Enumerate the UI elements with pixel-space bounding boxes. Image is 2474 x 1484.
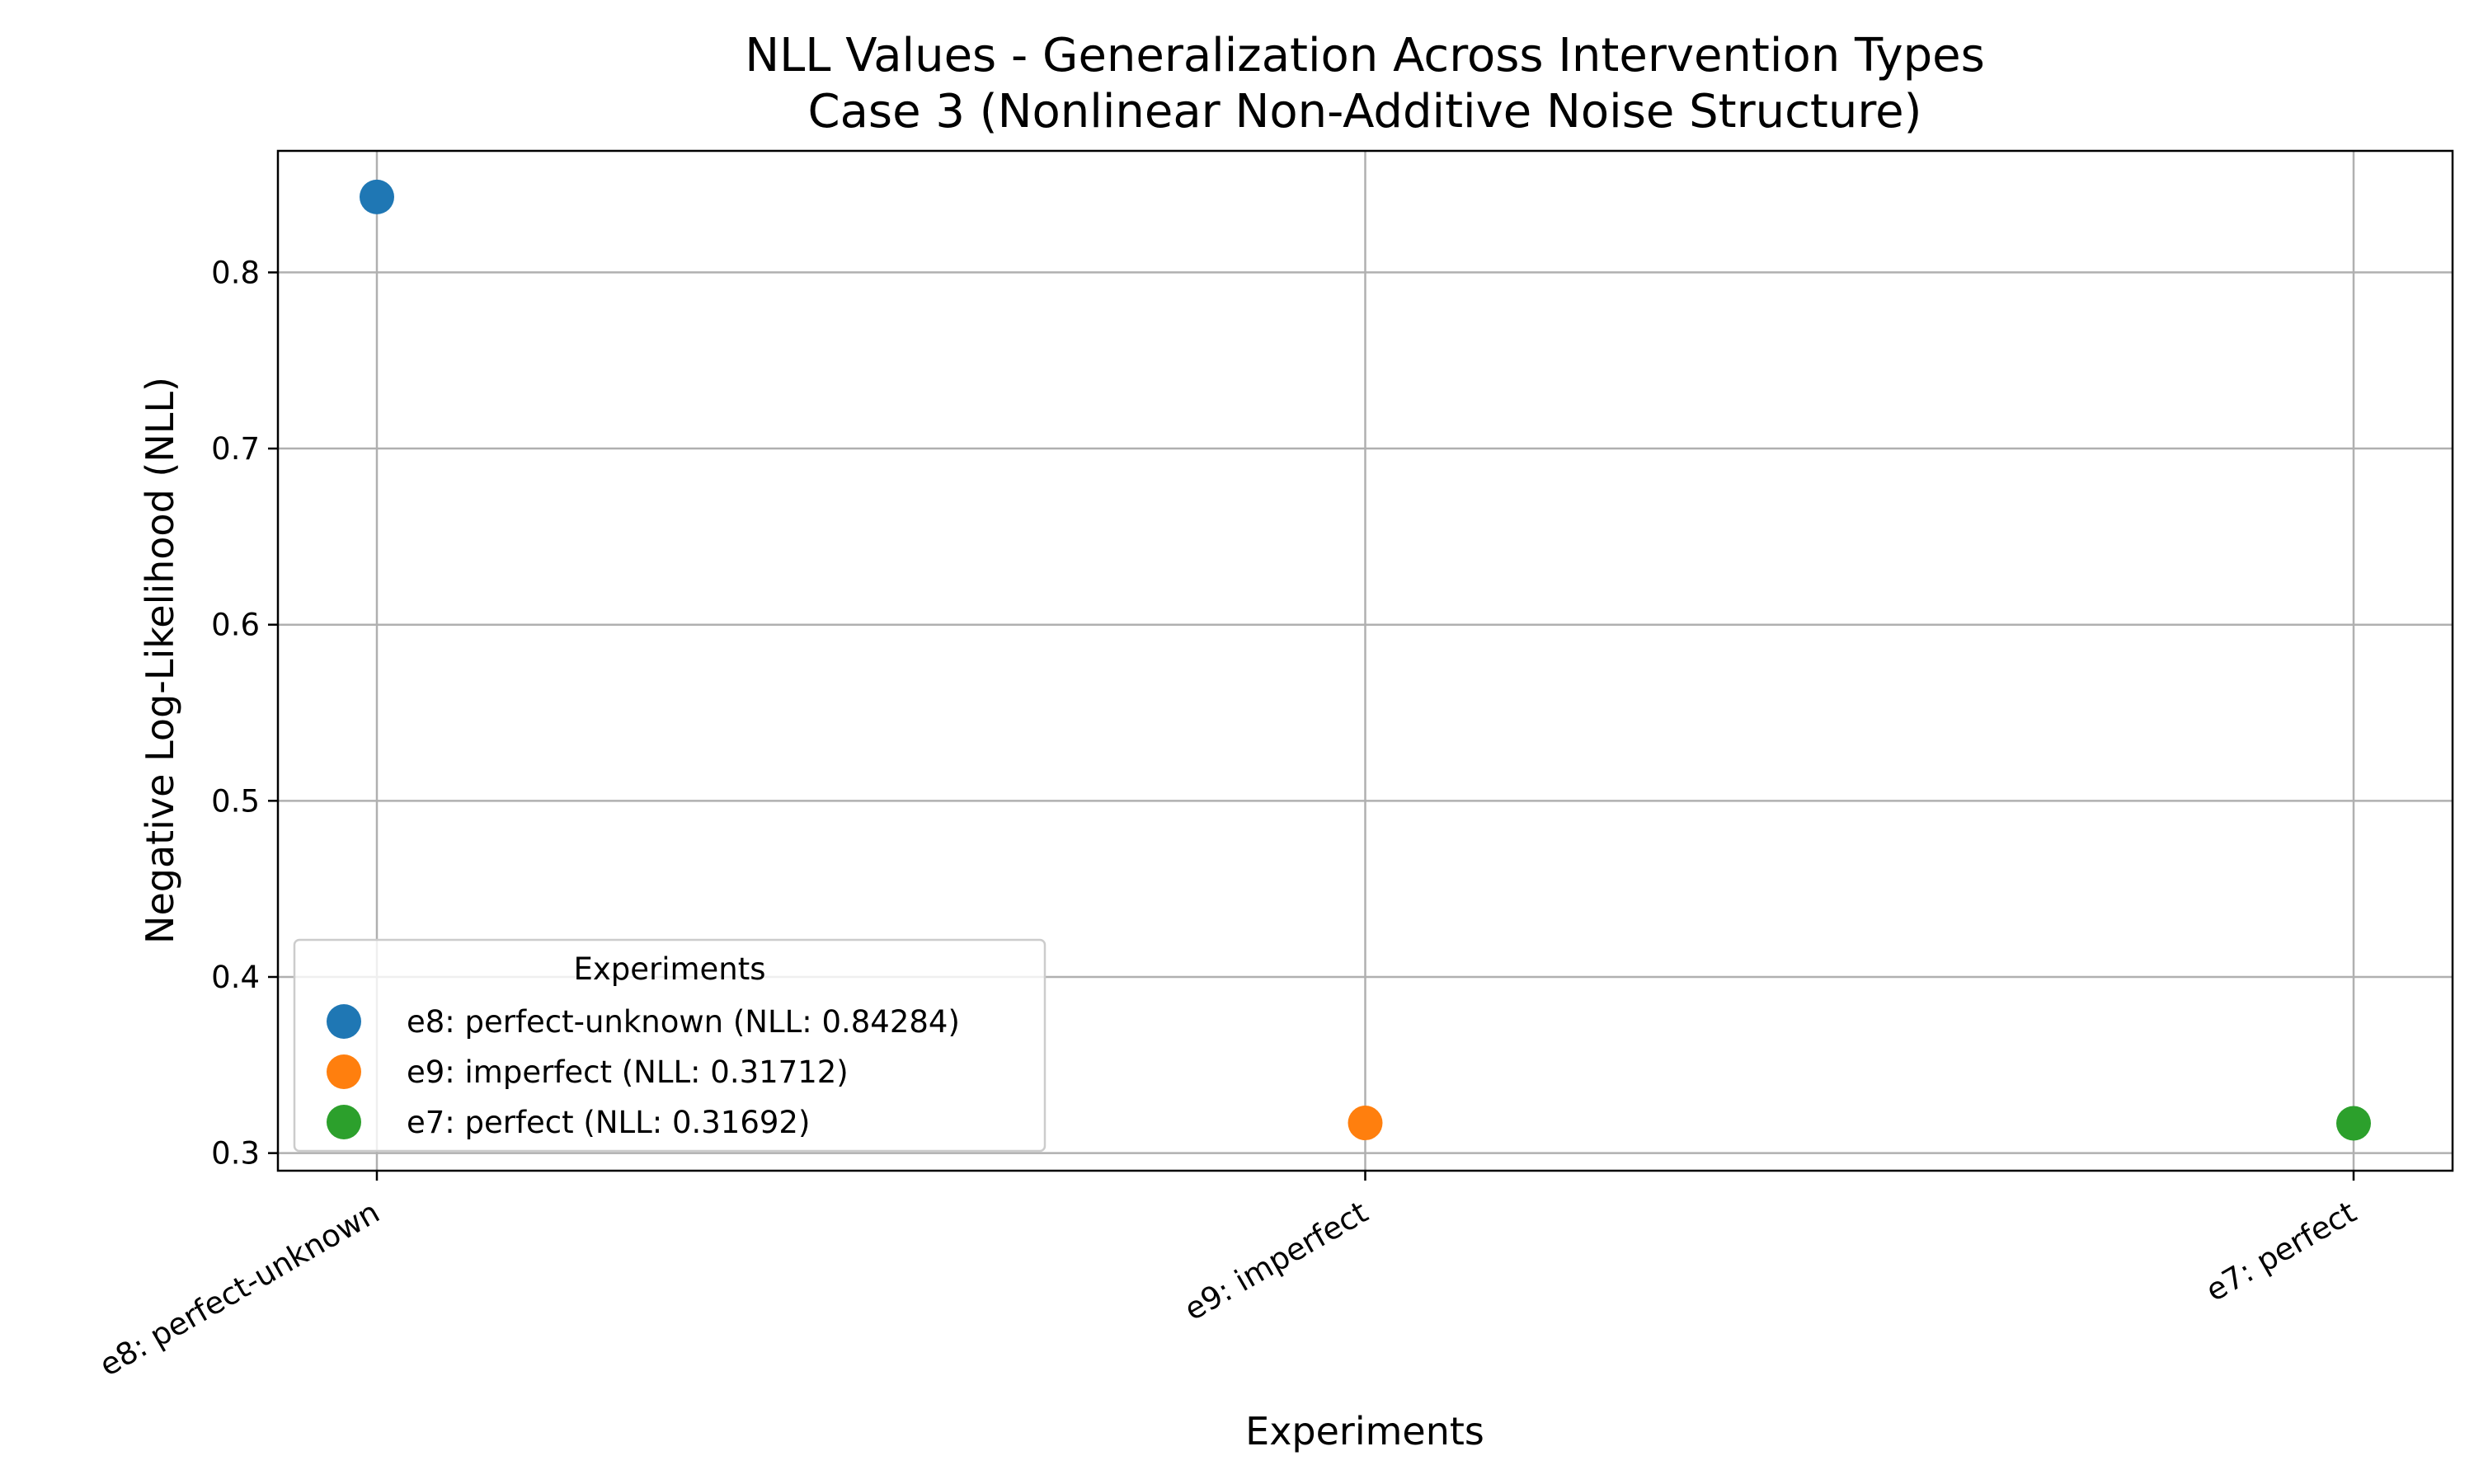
- legend-marker: [327, 1105, 361, 1139]
- x-axis-label: Experiments: [1245, 1409, 1484, 1453]
- y-tick-label: 0.7: [211, 431, 260, 467]
- data-point: [1348, 1106, 1383, 1141]
- data-points: [360, 179, 2371, 1141]
- y-tick-label: 0.6: [211, 608, 260, 643]
- y-axis-label: Negative Log-Likelihood (NLL): [138, 377, 182, 944]
- y-tick-label: 0.8: [211, 255, 260, 290]
- legend-title: Experiments: [573, 951, 765, 987]
- chart-subtitle: Case 3 (Nonlinear Non-Additive Noise Str…: [808, 85, 1922, 139]
- data-point: [360, 179, 394, 214]
- legend-marker: [327, 1054, 361, 1089]
- legend-entry-label: e7: perfect (NLL: 0.31692): [407, 1105, 810, 1140]
- legend-marker: [327, 1004, 361, 1039]
- y-tick-label: 0.4: [211, 960, 260, 995]
- legend-entry-label: e8: perfect-unknown (NLL: 0.84284): [407, 1004, 960, 1040]
- y-tick-label: 0.3: [211, 1136, 260, 1172]
- legend-entry-label: e9: imperfect (NLL: 0.31712): [407, 1054, 849, 1090]
- chart-title: NLL Values - Generalization Across Inter…: [745, 29, 1985, 82]
- legend-entries: e8: perfect-unknown (NLL: 0.84284) e9: im…: [327, 1004, 960, 1140]
- legend: Experiments e8: perfect-unknown (NLL: 0.…: [293, 938, 1047, 1153]
- data-point: [2336, 1106, 2371, 1141]
- y-tick-label: 0.5: [211, 783, 260, 819]
- legend-box: [293, 938, 1047, 1153]
